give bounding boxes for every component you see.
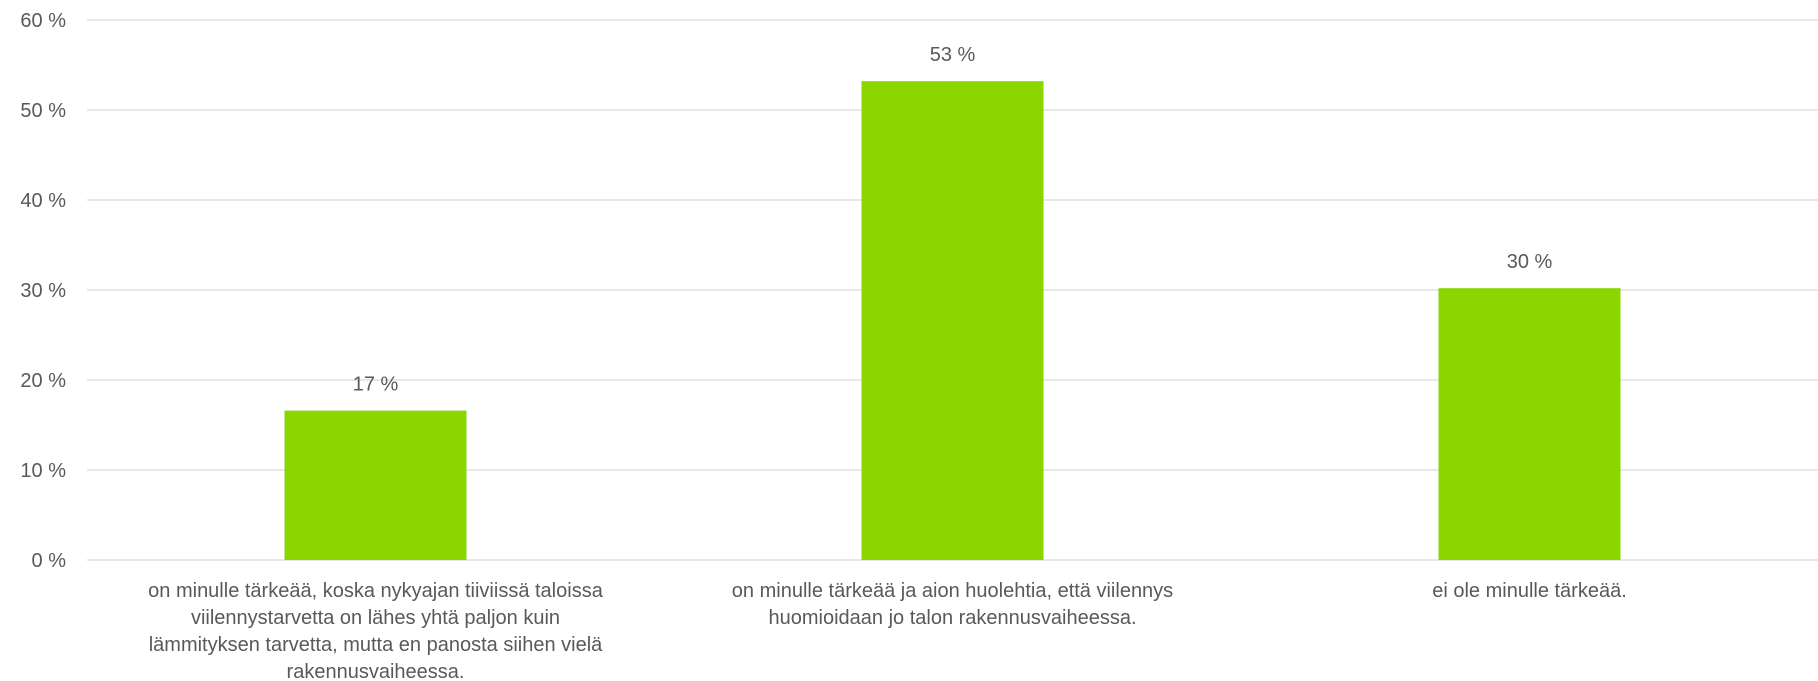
y-tick-label: 30 % xyxy=(20,280,66,302)
bars xyxy=(284,81,1621,560)
data-label: 53 % xyxy=(930,44,976,66)
y-tick-label: 20 % xyxy=(20,370,66,392)
x-category-label-line: viilennystarvetta on lähes yhtä paljon k… xyxy=(191,607,560,629)
x-axis-category-labels: on minulle tärkeää, koska nykyajan tiivi… xyxy=(148,580,1627,681)
y-tick-label: 40 % xyxy=(20,190,66,212)
y-axis-tick-labels: 0 % 10 % 20 % 30 % 40 % 50 % 60 % xyxy=(20,10,66,572)
bar xyxy=(861,81,1044,560)
y-tick-label: 60 % xyxy=(20,10,66,32)
x-category-label-line: rakennusvaiheessa. xyxy=(287,661,465,681)
bar xyxy=(284,410,467,560)
x-category-label-line: lämmityksen tarvetta, mutta en panosta s… xyxy=(149,634,603,656)
data-label: 30 % xyxy=(1507,251,1553,273)
data-label: 17 % xyxy=(353,374,399,396)
x-category-label-line: on minulle tärkeää ja aion huolehtia, et… xyxy=(732,580,1173,602)
bar xyxy=(1438,288,1621,560)
y-tick-label: 50 % xyxy=(20,100,66,122)
x-category-label: on minulle tärkeää ja aion huolehtia, et… xyxy=(732,580,1173,629)
y-tick-label: 0 % xyxy=(32,550,67,572)
data-labels: 17 % 53 % 30 % xyxy=(353,44,1553,395)
x-category-label-line: on minulle tärkeää, koska nykyajan tiivi… xyxy=(148,580,604,602)
x-category-label-line: ei ole minulle tärkeää. xyxy=(1432,580,1627,602)
x-category-label-line: huomioidaan jo talon rakennusvaiheessa. xyxy=(768,607,1136,629)
y-tick-label: 10 % xyxy=(20,460,66,482)
x-category-label: on minulle tärkeää, koska nykyajan tiivi… xyxy=(148,580,604,681)
x-category-label: ei ole minulle tärkeää. xyxy=(1432,580,1627,602)
